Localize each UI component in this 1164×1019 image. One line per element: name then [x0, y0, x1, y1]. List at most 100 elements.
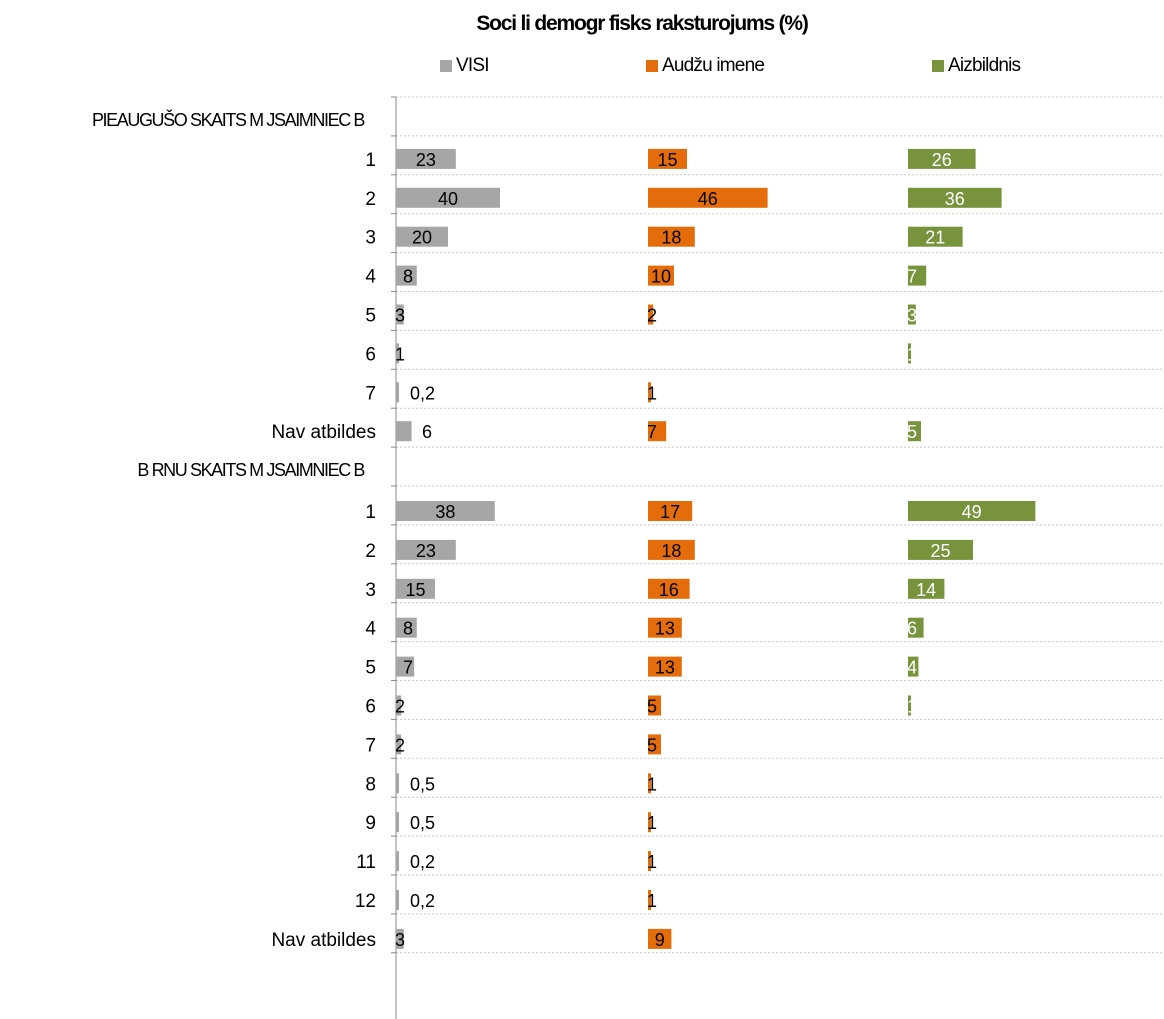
bar-audžu-imene: [648, 265, 674, 286]
category-label: 8: [365, 774, 376, 795]
data-label: 14: [916, 580, 936, 600]
data-label: 13: [655, 658, 675, 678]
data-label: 1: [647, 891, 657, 911]
category-label: 7: [365, 735, 376, 756]
category-label: 6: [365, 697, 376, 718]
bar-visi: [396, 617, 417, 638]
data-label: 5: [907, 422, 917, 442]
data-label: 2: [395, 697, 405, 717]
data-label: 13: [655, 619, 675, 639]
data-label: 9: [655, 930, 665, 950]
bar-audžu-imene: [648, 928, 672, 949]
data-label: 18: [661, 541, 681, 561]
category-label: 11: [356, 852, 376, 873]
chart-title: Soci li demogr fisks raksturojums (%): [476, 12, 809, 35]
bar-aizbildnis: [908, 343, 911, 364]
group-label: B RNU SKAITS M JSAIMNIEC B: [137, 460, 365, 480]
data-label: 0,2: [410, 383, 435, 403]
bar-audžu-imene: [648, 578, 690, 599]
bar-audžu-imene: [648, 304, 654, 325]
data-label: 8: [403, 267, 413, 287]
legend: VISI Audžu imene Aizbildnis: [0, 55, 1164, 79]
data-label: 2: [395, 735, 405, 755]
data-label: 6: [422, 422, 432, 442]
bar-visi: [396, 890, 399, 910]
data-label: 1: [647, 383, 657, 403]
data-label: 1: [907, 344, 917, 364]
bar-visi: [396, 695, 402, 716]
bar-aizbildnis: [908, 226, 963, 247]
data-label: 6: [907, 619, 917, 639]
data-label: 15: [405, 580, 425, 600]
bar-audžu-imene: [648, 382, 651, 403]
bar-visi: [396, 148, 456, 169]
legend-label-audzu-imene: Audžu imene: [662, 55, 765, 76]
bar-audžu-imene: [648, 851, 651, 872]
data-label: 3: [395, 306, 405, 326]
data-label: 0,2: [410, 852, 435, 872]
bar-aizbildnis: [908, 304, 916, 325]
bar-visi: [396, 421, 412, 442]
data-label: 7: [907, 267, 917, 287]
bar-visi: [396, 812, 399, 833]
bar-audžu-imene: [648, 890, 651, 910]
category-label: 5: [365, 306, 376, 327]
legend-item-aizbildnis: Aizbildnis: [932, 55, 1021, 77]
bar-aizbildnis: [908, 187, 1002, 208]
group-label: PIEAUGUŠO SKAITS M JSAIMNIEC B: [92, 109, 365, 130]
data-label: 46: [698, 189, 718, 209]
category-label: 4: [365, 619, 376, 640]
bar-audžu-imene: [648, 148, 687, 169]
data-label: 3: [395, 930, 405, 950]
bar-audžu-imene: [648, 734, 661, 755]
data-label: 0,5: [410, 774, 435, 794]
bar-aizbildnis: [908, 148, 976, 169]
category-label: 12: [355, 891, 376, 912]
data-label: 7: [403, 658, 413, 678]
bar-aizbildnis: [908, 578, 945, 599]
data-label: 40: [438, 189, 458, 209]
bar-visi: [396, 734, 402, 755]
bar-audžu-imene: [648, 501, 693, 521]
category-label: Nav atbildes: [271, 422, 376, 443]
bar-visi: [396, 265, 417, 286]
category-label: 4: [365, 267, 376, 288]
category-label: 1: [365, 150, 376, 171]
data-label: 7: [647, 422, 657, 442]
data-label: 8: [403, 619, 413, 639]
data-label: 26: [932, 150, 952, 170]
bar-audžu-imene: [648, 773, 651, 794]
bar-visi: [396, 539, 456, 560]
data-label: 49: [962, 502, 982, 522]
bar-visi: [396, 343, 399, 364]
data-label: 5: [647, 735, 657, 755]
bar-audžu-imene: [648, 421, 667, 442]
data-label: 38: [435, 502, 455, 522]
bar-visi: [396, 226, 448, 247]
legend-item-audzu-imene: Audžu imene: [646, 55, 765, 77]
bar-audžu-imene: [648, 695, 661, 716]
data-label: 3: [907, 306, 917, 326]
bar-audžu-imene: [648, 656, 682, 677]
data-label: 1: [647, 774, 657, 794]
data-label: 15: [657, 150, 677, 170]
category-label: 2: [365, 189, 376, 210]
data-label: 1: [395, 344, 405, 364]
category-label: 3: [365, 580, 376, 601]
data-label: 0,2: [410, 891, 435, 911]
data-label: 36: [945, 189, 965, 209]
bar-visi: [396, 382, 399, 403]
legend-swatch-visi: [440, 60, 452, 72]
bar-visi: [396, 501, 495, 521]
category-label: Nav atbildes: [271, 930, 376, 951]
bar-visi: [396, 578, 435, 599]
legend-label-aizbildnis: Aizbildnis: [948, 55, 1021, 76]
category-label: 3: [365, 228, 376, 249]
data-label: 23: [416, 150, 436, 170]
bar-aizbildnis: [908, 617, 924, 638]
data-label: 1: [647, 852, 657, 872]
data-label: 18: [661, 228, 681, 248]
bar-aizbildnis: [908, 265, 927, 286]
bar-visi: [396, 304, 404, 325]
bar-audžu-imene: [648, 539, 695, 560]
